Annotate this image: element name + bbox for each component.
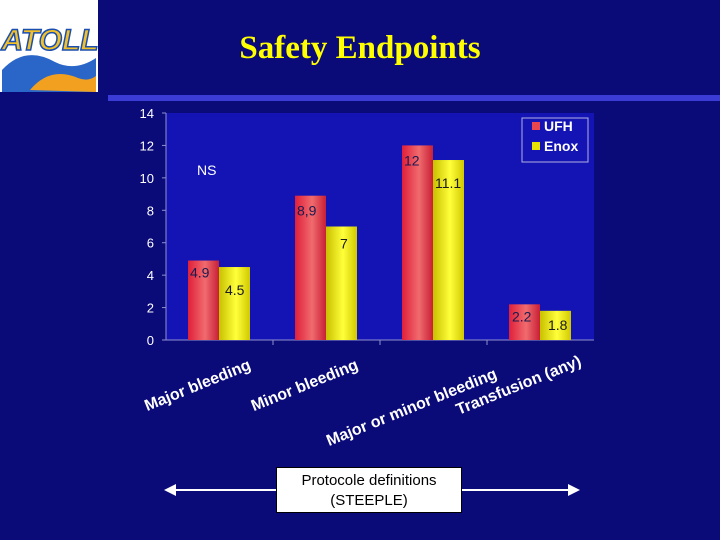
atoll-logo-text: ATOLL: [0, 24, 98, 57]
page-title: Safety Endpoints: [239, 30, 481, 66]
y-tick-label: 2: [147, 301, 154, 316]
title-divider: [108, 95, 720, 101]
legend-label-ufh: UFH: [544, 118, 573, 134]
bar-value-label: 4.5: [225, 282, 245, 298]
protocol-label: Protocole definitions: [301, 472, 437, 489]
y-tick-label: 12: [140, 138, 154, 153]
legend-label-enox: Enox: [544, 138, 578, 154]
x-category-label: Major bleeding: [142, 357, 253, 415]
legend-swatch-ufh: [532, 122, 540, 130]
bar-value-label: 8,9: [297, 203, 317, 219]
ns-annotation: NS: [197, 162, 216, 178]
protocol-box: Protocole definitions (STEEPLE): [276, 467, 462, 513]
bar-ufh: [295, 195, 326, 340]
protocol-arrowhead-left: [164, 484, 176, 496]
bar-ufh: [402, 145, 433, 340]
protocol-sublabel: (STEEPLE): [330, 492, 408, 509]
legend: UFH Enox: [521, 117, 589, 163]
bar-value-label: 11.1: [435, 175, 461, 191]
y-tick-label: 4: [147, 268, 154, 283]
y-tick-label: 10: [140, 171, 154, 186]
y-tick-label: 6: [147, 236, 154, 251]
bar-ufh: [188, 260, 219, 340]
bar-ufh: [509, 304, 540, 340]
bar-enox: [326, 226, 357, 340]
bar-value-label: 12: [404, 152, 420, 168]
bar-enox: [433, 160, 464, 340]
bar-value-label: 7: [340, 236, 348, 252]
y-tick-label: 0: [147, 333, 154, 348]
y-tick-label: 8: [147, 203, 154, 218]
bar-value-label: 2.2: [512, 308, 532, 324]
bar-value-label: 1.8: [548, 317, 568, 333]
bar-enox: [540, 310, 571, 340]
x-category-label: Minor bleeding: [249, 357, 361, 415]
bar-value-label: 4.9: [190, 265, 210, 281]
y-tick-label: 14: [140, 106, 154, 121]
bar-enox: [219, 267, 250, 340]
protocol-arrowhead-right: [568, 484, 580, 496]
legend-swatch-enox: [532, 142, 540, 150]
atoll-logo: ATOLL: [0, 0, 99, 92]
